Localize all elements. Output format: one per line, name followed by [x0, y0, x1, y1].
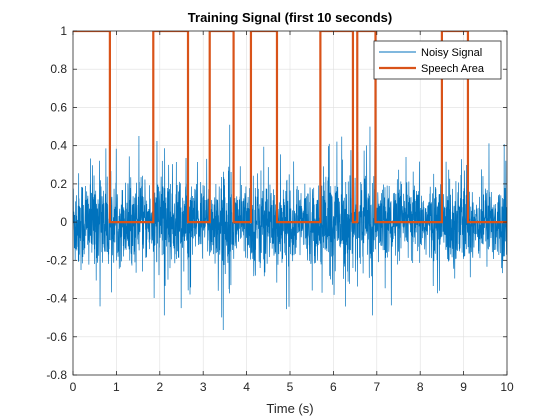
- y-tick-label: 0.4: [50, 139, 67, 153]
- y-tick-labels: -0.8 -0.6 -0.4 -0.2 0 0.2 0.4 0.6 0.8 1: [46, 24, 67, 382]
- chart-title: Training Signal (first 10 seconds): [188, 10, 392, 25]
- x-tick-label: 2: [156, 380, 163, 394]
- x-tick-label: 6: [330, 380, 337, 394]
- legend-box: [373, 40, 502, 80]
- y-tick-label: -0.6: [46, 330, 67, 344]
- series-speech-area: [73, 31, 507, 224]
- y-tick-label: 1: [60, 24, 67, 38]
- x-tick-label: 3: [200, 380, 207, 394]
- x-tick-label: 5: [287, 380, 294, 394]
- series-noisy-signal: [73, 124, 507, 330]
- noisy-signal-line: [73, 124, 507, 330]
- y-tick-label: 0.2: [50, 177, 67, 191]
- y-tick-label: -0.4: [46, 292, 67, 306]
- x-tick-label: 8: [417, 380, 424, 394]
- legend-label-speech-area: Speech Area: [421, 63, 485, 75]
- speech-area-line: [73, 31, 507, 224]
- x-tick-labels: 0 1 2 3 4 5 6 7 8 9 10: [70, 380, 514, 394]
- legend: Noisy Signal Speech Area: [373, 40, 502, 80]
- legend-label-noisy-signal: Noisy Signal: [421, 47, 482, 59]
- y-tick-label: 0: [60, 215, 67, 229]
- y-tick-label: 0.6: [50, 100, 67, 114]
- x-tick-label: 10: [500, 380, 514, 394]
- x-axis-label: Time (s): [266, 401, 313, 416]
- x-tick-label: 1: [113, 380, 120, 394]
- ticks: [72, 30, 508, 376]
- x-tick-label: 4: [243, 380, 250, 394]
- x-tick-label: 9: [460, 380, 467, 394]
- x-tick-label: 0: [70, 380, 77, 394]
- y-tick-label: 0.8: [50, 62, 67, 76]
- x-tick-label: 7: [373, 380, 380, 394]
- y-tick-label: -0.2: [46, 253, 67, 267]
- y-tick-label: -0.8: [46, 368, 67, 382]
